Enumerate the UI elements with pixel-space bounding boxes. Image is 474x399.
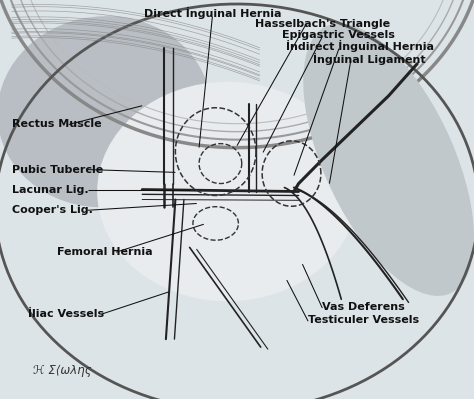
Text: Direct İnguinal Hernia: Direct İnguinal Hernia bbox=[144, 7, 281, 19]
Ellipse shape bbox=[0, 16, 211, 207]
Text: İnguinal Ligament: İnguinal Ligament bbox=[313, 53, 426, 65]
Ellipse shape bbox=[303, 23, 474, 296]
Text: ℋ Σ⟨ωλης: ℋ Σ⟨ωλης bbox=[33, 364, 92, 377]
Text: İndirect İnguinal Hernia: İndirect İnguinal Hernia bbox=[286, 40, 434, 52]
Text: Femoral Hernia: Femoral Hernia bbox=[57, 247, 153, 257]
Text: Hasselbach's Triangle: Hasselbach's Triangle bbox=[255, 19, 390, 29]
Text: Vas Deferens: Vas Deferens bbox=[322, 302, 405, 312]
Text: Cooper's Lig.: Cooper's Lig. bbox=[12, 205, 93, 215]
Text: Rectus Muscle: Rectus Muscle bbox=[12, 119, 101, 130]
Text: İliac Vessels: İliac Vessels bbox=[28, 309, 105, 319]
Text: Testiculer Vessels: Testiculer Vessels bbox=[308, 315, 419, 325]
Text: Lacunar Lig.: Lacunar Lig. bbox=[12, 184, 89, 195]
Text: Pubic Tubercle: Pubic Tubercle bbox=[12, 164, 103, 175]
Text: Epigastric Vessels: Epigastric Vessels bbox=[283, 30, 395, 40]
Ellipse shape bbox=[97, 82, 358, 301]
